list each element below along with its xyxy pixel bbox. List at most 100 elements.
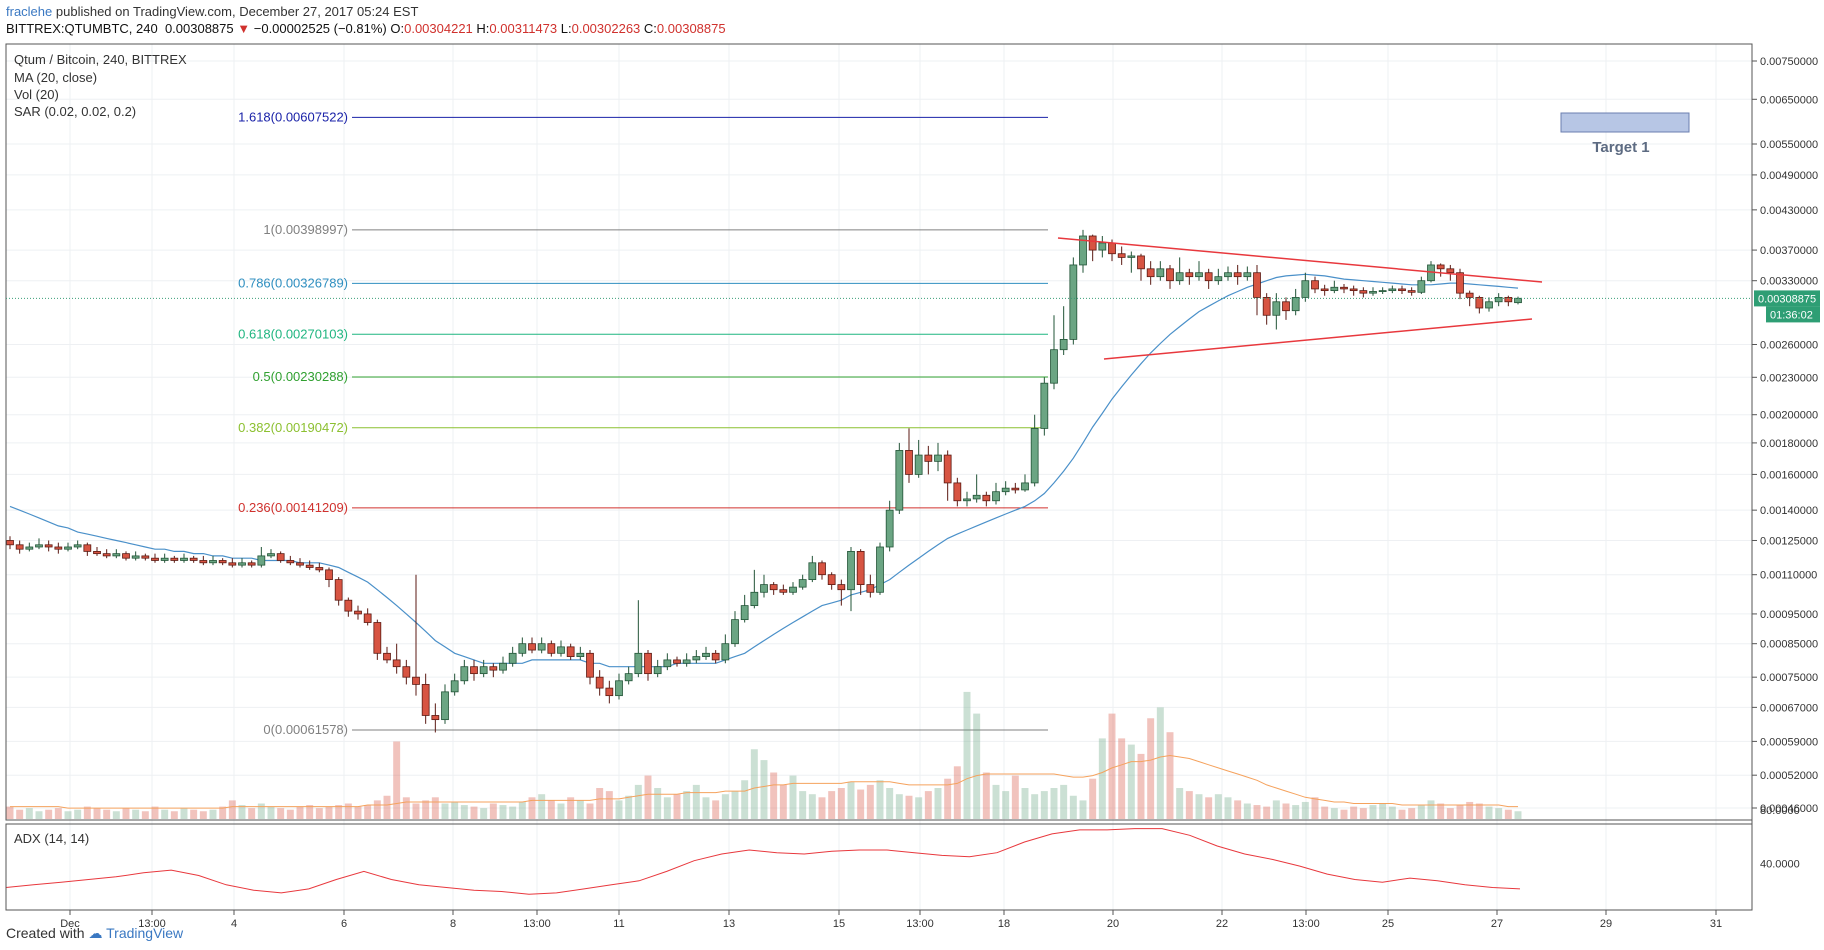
candle-body <box>760 584 768 593</box>
candle-body <box>102 553 111 557</box>
candle-body <box>257 555 266 566</box>
volume-bar <box>692 784 700 819</box>
candle-body <box>363 613 372 623</box>
candle-body <box>992 491 1000 502</box>
volume-bar <box>1176 788 1184 819</box>
triangle-lower-line[interactable] <box>1103 318 1533 360</box>
triangle-upper-line[interactable] <box>1057 237 1543 283</box>
adx-pane-frame <box>5 823 1753 911</box>
last-price-badge <box>1754 290 1820 307</box>
y-tick-label: 0.00085000 <box>1760 639 1818 651</box>
volume-ma-line <box>10 754 1518 809</box>
candle-body <box>1146 268 1155 278</box>
candle-body <box>402 666 411 678</box>
volume-bar <box>596 788 604 819</box>
volume-bar <box>267 806 275 819</box>
candle-body <box>392 659 401 668</box>
y-tick-label: 0.00550000 <box>1760 139 1818 151</box>
candle-body <box>934 454 942 462</box>
candle-body <box>1088 235 1097 251</box>
symbol-label: BITTREX:QTUMBTC, 240 <box>6 21 158 36</box>
candle-body <box>325 569 333 581</box>
volume-bar <box>228 800 236 819</box>
x-tick-label: 20 <box>1107 918 1119 930</box>
volume-bar <box>480 808 488 819</box>
candle-body <box>141 555 150 559</box>
ma20-line <box>9 273 1519 668</box>
drawings[interactable]: Target 1 <box>1057 112 1690 360</box>
fib-label: 0.236(0.00141209) <box>238 500 348 515</box>
volume-bar <box>857 789 865 819</box>
chart-title: Qtum / Bitcoin, 240, BITTREX <box>14 52 187 67</box>
volume-bar <box>1427 800 1435 819</box>
tradingview-link[interactable]: TradingView <box>106 925 184 941</box>
fib-levels[interactable]: 1.618(0.00607522) 1(0.00398997) 0.786(0.00… <box>238 109 1048 737</box>
candle-body <box>441 691 449 721</box>
candle-body <box>1465 292 1474 298</box>
candle-body <box>122 553 130 559</box>
legend-vol: Vol (20) <box>14 87 59 102</box>
volume-bar <box>161 809 169 819</box>
candle-body <box>634 652 643 675</box>
candle-body <box>1166 268 1174 282</box>
fib-label: 0(0.00061578) <box>263 722 348 737</box>
grid <box>6 44 1752 910</box>
candle-body <box>93 551 101 555</box>
author-link[interactable]: fraclehe <box>6 4 53 19</box>
candle-body <box>1359 290 1368 294</box>
x-tick-label: 13:00 <box>906 918 934 930</box>
candle-body <box>605 687 614 697</box>
y-tick-label: 0.00046000 <box>1760 803 1818 815</box>
volume-bar <box>180 808 188 819</box>
volume-bar <box>364 805 372 819</box>
volume-bar <box>412 803 420 819</box>
volume-bar <box>1205 797 1213 819</box>
volume-bar <box>924 791 932 819</box>
candle-body <box>228 562 237 566</box>
volume-bars <box>6 691 1522 819</box>
volume-bar <box>441 803 449 819</box>
candle-body <box>170 557 179 561</box>
candle-body <box>305 564 314 568</box>
volume-bar <box>451 801 459 819</box>
countdown-badge <box>1766 306 1820 323</box>
y-tick-label: 0.00125000 <box>1760 535 1818 547</box>
volume-bar <box>944 778 952 819</box>
candle-body <box>808 562 817 581</box>
candle-body <box>479 666 488 675</box>
volume-bar <box>35 811 43 819</box>
candle-body <box>267 553 275 557</box>
candle-body <box>740 605 749 621</box>
target-box[interactable] <box>1560 112 1690 133</box>
down-arrow-icon: ▼ <box>237 21 251 36</box>
x-tick-label: Dec <box>60 918 80 930</box>
volume-bar <box>828 791 836 819</box>
volume-bar <box>547 800 555 819</box>
x-tick-label: 13:00 <box>138 918 166 930</box>
candle-body <box>276 553 285 561</box>
volume-bar <box>1098 738 1106 819</box>
tradingview-logo-icon: ☁ <box>88 925 103 941</box>
candle-body <box>827 574 836 586</box>
candle-body <box>508 652 517 664</box>
candle-body <box>847 551 855 591</box>
volume-bar <box>644 775 652 819</box>
candle-body <box>1436 264 1445 270</box>
high-label: H: <box>476 21 490 36</box>
volume-bar <box>1050 788 1058 819</box>
volume-bar <box>1079 800 1087 819</box>
low-label: L: <box>560 21 572 36</box>
volume-bar <box>1446 808 1454 819</box>
candle-body <box>731 619 739 645</box>
candle-body <box>663 659 672 668</box>
volume-bar <box>248 808 256 819</box>
candle-body <box>1349 288 1358 292</box>
footer: Created with ☁ TradingView <box>6 925 183 942</box>
candle-body <box>818 562 826 576</box>
candle-body <box>431 715 440 721</box>
fib-label: 0.618(0.00270103) <box>238 326 348 341</box>
volume-bar <box>383 795 391 819</box>
candle-body <box>615 680 623 697</box>
candle-body <box>73 544 82 548</box>
